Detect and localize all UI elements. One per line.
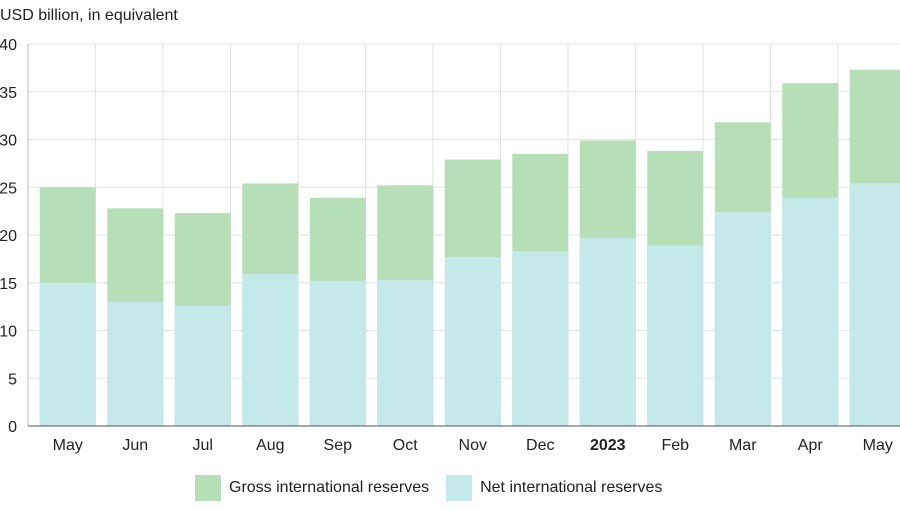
x-tick-label: May [863, 437, 893, 454]
x-tick-label: Dec [526, 437, 554, 454]
legend-item-net: Net international reserves [446, 475, 662, 501]
bar-net-reserves [579, 237, 636, 426]
x-tick-label: Nov [459, 437, 487, 454]
legend-label-net: Net international reserves [480, 479, 663, 496]
y-tick-label: 10 [0, 324, 17, 341]
bar-chart: 0 5 10 15 20 25 30 35 40 May Jun Jul Aug Sep Oct Nov De… [0, 37, 900, 454]
x-tick-label: Apr [798, 437, 824, 454]
bar-net-reserves [512, 251, 569, 426]
y-tick-label: 25 [0, 180, 17, 197]
x-tick-label: Jun [122, 437, 148, 454]
bar-net-reserves [174, 305, 231, 426]
legend-label-gross: Gross international reserves [229, 479, 430, 496]
bar-net-reserves [39, 282, 96, 426]
x-tick-label: 2023 [590, 437, 626, 454]
x-tick-label: Aug [256, 437, 284, 454]
x-tick-label: Oct [393, 437, 418, 454]
y-tick-label: 20 [0, 228, 17, 245]
x-tick-label: May [53, 437, 83, 454]
legend-swatch-net [446, 475, 473, 501]
bar-net-reserves [444, 256, 501, 426]
bar-net-reserves [309, 280, 366, 426]
y-axis-unit-label: USD billion, in equivalent [0, 7, 178, 24]
chart-legend: Gross international reserves Net interna… [195, 475, 679, 501]
bar-net-reserves [647, 245, 704, 426]
legend-item-gross: Gross international reserves [195, 475, 429, 501]
x-tick-label: Sep [324, 437, 353, 454]
y-tick-label: 30 [0, 133, 17, 150]
bar-net-reserves [849, 183, 900, 426]
y-tick-label: 40 [0, 37, 17, 54]
bar-net-reserves [242, 274, 299, 426]
x-tick-label: Mar [729, 437, 757, 454]
y-tick-label: 5 [8, 371, 17, 388]
y-tick-label: 35 [0, 85, 17, 102]
bar-net-reserves [377, 279, 434, 426]
y-tick-label: 0 [8, 419, 17, 436]
legend-swatch-gross [195, 475, 221, 501]
x-tick-label: Feb [661, 437, 689, 454]
bar-net-reserves [107, 301, 164, 426]
bar-net-reserves [782, 197, 839, 426]
x-tick-label: Jul [193, 437, 213, 454]
y-tick-label: 15 [0, 276, 17, 293]
bar-net-reserves [714, 212, 771, 426]
